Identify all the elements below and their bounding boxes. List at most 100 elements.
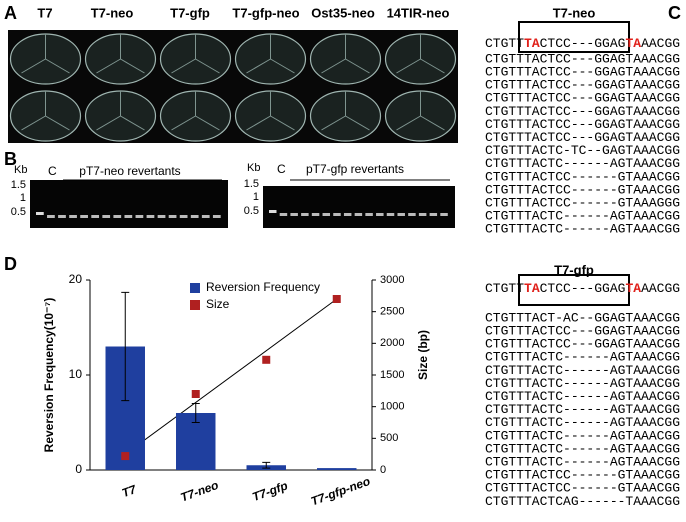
gel-band [290,213,298,216]
gel-marker: 1 [253,191,259,203]
column-header: 14TIR-neo [387,5,450,20]
gel-marker: 0.5 [244,205,259,217]
panel-label: A [4,3,17,23]
gel-marker: 1 [20,192,26,204]
sequence: CTGTTTACTCC---GGAGTAAACGG [485,65,680,80]
column-header: T7-gfp-neo [232,5,299,20]
gel-band [212,215,221,218]
gel-band [429,213,438,216]
size-point [121,452,130,461]
plate-divider [96,34,145,74]
gel-band [91,215,100,218]
gel-band [124,215,133,218]
target-box [518,274,630,306]
sequence: CTGTTTACTC------AGTAAACGG [485,363,680,378]
y2-tick-label: 1000 [380,401,404,413]
plate-divider [321,34,370,74]
gel-band [47,215,55,218]
plate-divider [171,34,220,74]
sequence: CTGTTTACTCC------GTAAACGG [485,481,680,496]
x-tick-label: T7-neo [179,478,221,505]
sequence: CTGTTTACTC------AGTAAACGG [485,415,680,430]
reference-segment: AACGG [641,36,680,51]
column-header: T7 [37,5,52,20]
error-bar [121,291,130,402]
y-tick-label: 10 [69,367,83,381]
gel-band [201,215,210,218]
sequence: CTGTTTACTCAG------TAAACGG [485,494,680,509]
gel-band [322,213,331,216]
legend-label: Reversion Frequency [206,280,320,294]
plate-divider [171,91,220,131]
gel-band [179,215,188,218]
y-axis-label: Reversion Frequency(10⁻⁷) [42,298,56,453]
gel-marker: 1.5 [244,178,259,190]
gel-band [269,210,277,213]
sequence: CTGTTTACTCC------GTAAAGGG [485,196,680,211]
group-title: T7-neo [553,5,596,20]
size-point [191,390,200,398]
group-title: T7-gfp [554,262,594,277]
sequence: CTGTTTACTC------AGTAAACGG [485,402,680,417]
legend-swatch [190,283,200,293]
sequence: CTGTTTACTCC---GGAGTAAACGG [485,130,680,145]
gel-caption: pT7-neo revertants [79,164,180,178]
plate-photo [8,30,458,143]
gel-band [343,213,352,216]
column-header: Ost35-neo [311,5,375,20]
gel-left [30,180,228,228]
sequence: CTGTTTACTC------AGTAAACGG [485,455,680,470]
sequence: CTGTTTACTCC---GGAGTAAACGG [485,337,680,352]
column-header: T7-gfp [170,5,210,20]
gel-band [333,213,341,216]
gel-band [146,215,155,218]
y-tick-label: 0 [75,462,82,476]
target-box [518,21,630,53]
gel-band [440,213,448,216]
sequence: CTGTTTACTCC---GGAGTAAACGG [485,324,680,339]
sequence: CTGTTTACTCC---GGAGTAAACGG [485,78,680,93]
reference-segment: CTGTT [485,36,524,51]
gel-control: C [277,162,286,176]
gel-band [301,213,309,216]
x-tick-label: T7 [120,482,139,500]
reference-segment: TA [625,36,641,51]
trendline [124,298,338,455]
plate-divider [396,91,445,131]
plate-divider [246,91,295,131]
gel-band [135,215,144,218]
gel-band [113,215,122,218]
panel-label: B [4,149,17,169]
x-tick-label: T7-gfp [250,478,289,504]
reference-sequence: CTGTTTACTCC---GGAGTAAACGG [485,281,680,296]
sequence: CTGTTTACTCC------GTAAACGG [485,169,680,184]
sequence: CTGTTTACTC-TC--GAGTAAACGG [485,143,680,158]
gel-band [80,215,88,218]
sequence: CTGTTTACTCC---GGAGTAAACGG [485,91,680,106]
reference-segment: TA [524,36,540,51]
gel-band [69,215,77,218]
y2-tick-label: 500 [380,432,398,444]
plate-divider [321,91,370,131]
x-tick-label: T7-gfp-neo [309,474,372,508]
gel-band [157,215,166,218]
gel-band [376,213,384,216]
gel-band [36,212,44,215]
gel-band [365,213,373,216]
plate-divider [21,34,70,74]
sequence: CTGTTTACTC------AGTAAACGG [485,222,680,237]
sequence: CTGTTTACTC------AGTAAACGG [485,376,680,391]
sequence: CTGTTTACTCC---GGAGTAAACGG [485,51,680,66]
y2-axis-label: Size (bp) [416,330,430,380]
y2-tick-label: 3000 [380,274,404,286]
plate-divider [246,34,295,74]
y2-tick-label: 2000 [380,337,404,349]
gel-band [408,213,416,216]
legend-label: Size [206,297,230,311]
sequence: CTGTTTACTC------AGTAAACGG [485,441,680,456]
error-bar [262,461,271,469]
column-header: T7-neo [91,5,134,20]
reference-segment: CTCC---GGAG [540,281,626,296]
panel-label: D [4,254,17,274]
